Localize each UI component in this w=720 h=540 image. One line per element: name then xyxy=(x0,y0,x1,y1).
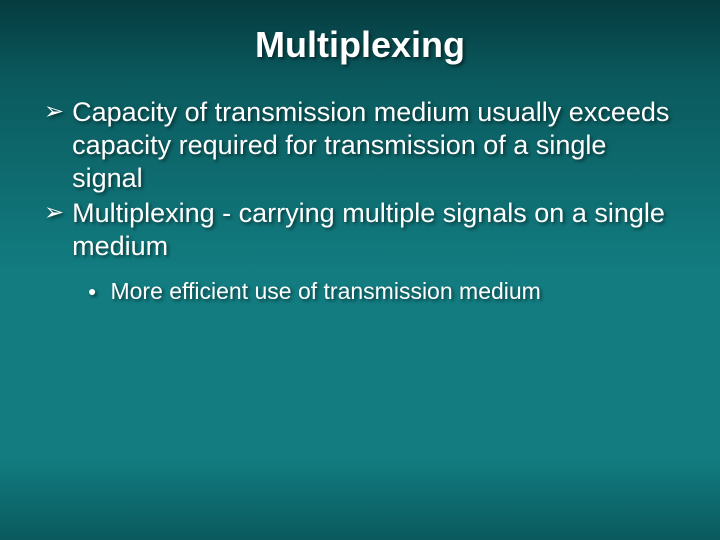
bullet-level-1: ➢ Capacity of transmission medium usuall… xyxy=(44,96,676,195)
slide: Multiplexing ➢ Capacity of transmission … xyxy=(0,0,720,540)
arrow-bullet-icon: ➢ xyxy=(44,197,64,229)
bullet-text: More efficient use of transmission mediu… xyxy=(110,277,676,306)
bullet-level-2: ● More efficient use of transmission med… xyxy=(44,277,676,306)
dot-bullet-icon: ● xyxy=(88,277,96,305)
arrow-bullet-icon: ➢ xyxy=(44,96,64,128)
bullet-text: Capacity of transmission medium usually … xyxy=(72,96,676,195)
slide-title: Multiplexing xyxy=(0,0,720,76)
slide-body: ➢ Capacity of transmission medium usuall… xyxy=(0,76,720,305)
bullet-level-1: ➢ Multiplexing - carrying multiple signa… xyxy=(44,197,676,263)
bullet-text: Multiplexing - carrying multiple signals… xyxy=(72,197,676,263)
